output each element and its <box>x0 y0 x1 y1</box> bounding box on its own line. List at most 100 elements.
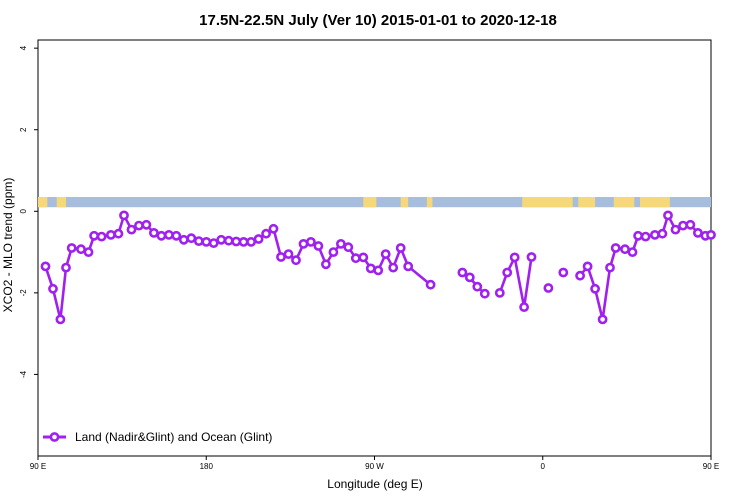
x-axis-label: Longitude (deg E) <box>327 477 422 491</box>
data-point <box>575 270 585 281</box>
x-tick-label: 180 <box>200 462 214 471</box>
data-point <box>89 230 99 241</box>
data-point <box>590 283 600 294</box>
data-point <box>640 231 651 242</box>
series-line <box>498 256 533 309</box>
legend-marker-swatch <box>49 432 60 442</box>
data-point <box>657 228 668 239</box>
data-point <box>472 281 483 292</box>
data-point <box>650 229 660 240</box>
data-point <box>113 228 124 239</box>
data-point <box>171 230 182 241</box>
data-point <box>509 252 520 263</box>
data-point <box>670 224 681 235</box>
data-point <box>193 236 204 246</box>
data-point <box>558 267 569 278</box>
data-point <box>106 229 116 240</box>
data-point <box>543 283 554 293</box>
x-tick-label: 90 E <box>30 462 46 471</box>
data-point <box>246 236 256 247</box>
land-segment <box>639 197 670 208</box>
data-point <box>61 262 71 273</box>
data-point <box>343 242 354 253</box>
x-tick-label: 0 <box>541 462 546 471</box>
data-point <box>48 283 58 294</box>
data-point <box>156 230 167 241</box>
data-point <box>223 235 234 246</box>
data-point <box>66 243 77 253</box>
data-point <box>208 238 219 248</box>
land-segment <box>613 197 635 208</box>
data-point <box>201 236 212 247</box>
data-point <box>313 241 324 251</box>
data-point <box>186 233 197 244</box>
data-point <box>96 231 107 242</box>
data-point <box>216 234 227 245</box>
data-point <box>519 302 529 312</box>
land-segment <box>56 197 67 208</box>
data-point <box>238 236 249 247</box>
data-point <box>610 243 621 253</box>
legend-label: Land (Nadir&Glint) and Ocean (Glint) <box>75 430 272 444</box>
data-point <box>335 238 346 249</box>
data-point <box>706 229 716 240</box>
chart-title: 17.5N-22.5N July (Ver 10) 2015-01-01 to … <box>199 12 557 29</box>
data-point <box>320 259 331 270</box>
data-point <box>685 219 696 230</box>
series-layer <box>40 210 716 325</box>
series-line <box>579 214 712 321</box>
land-segment <box>38 197 48 208</box>
y-tick-label: -2 <box>19 289 28 297</box>
data-point <box>40 261 51 272</box>
data-point <box>388 262 399 273</box>
data-point <box>133 220 144 231</box>
data-point <box>261 228 271 239</box>
land-segment <box>400 197 409 208</box>
y-tick-label: 0 <box>19 209 28 214</box>
data-point <box>291 255 301 266</box>
data-point <box>268 223 279 234</box>
data-point <box>494 287 505 298</box>
x-axis: 90 E 180 90 W 0 90 E <box>30 456 719 471</box>
data-point <box>502 267 513 278</box>
data-point <box>253 234 264 244</box>
data-point <box>76 244 86 255</box>
data-point <box>526 252 537 262</box>
legend: Land (Nadir&Glint) and Ocean (Glint) <box>43 430 272 444</box>
land-segment <box>578 197 596 208</box>
data-point <box>620 244 630 255</box>
data-point <box>457 267 468 278</box>
data-point <box>605 262 615 273</box>
data-point <box>178 234 189 245</box>
y-axis: 4 2 0 -2 -4 <box>19 45 38 378</box>
data-point <box>283 249 294 259</box>
data-point <box>582 261 593 272</box>
data-point <box>126 224 137 235</box>
x-tick-label: 90 W <box>365 462 384 471</box>
data-point <box>693 227 703 238</box>
data-point <box>55 314 66 325</box>
data-point <box>403 261 414 272</box>
data-point <box>83 247 94 257</box>
data-point <box>163 229 174 240</box>
data-point <box>663 210 673 221</box>
data-point <box>328 247 339 257</box>
data-point <box>395 243 406 253</box>
y-tick-label: -4 <box>19 370 28 378</box>
data-point <box>365 263 376 274</box>
y-axis-label: XCO2 - MLO trend (ppm) <box>1 178 15 313</box>
land-segment <box>426 197 433 208</box>
data-point <box>119 210 129 221</box>
data-point <box>298 238 309 249</box>
data-point <box>148 227 159 238</box>
data-point <box>276 252 286 262</box>
land-segment <box>522 197 573 208</box>
data-point <box>350 253 361 264</box>
land-ocean-strip <box>38 197 711 208</box>
data-point <box>479 288 490 299</box>
data-point <box>373 265 384 276</box>
data-point <box>464 272 475 283</box>
x-tick-label: 90 E <box>703 462 719 471</box>
y-tick-label: 2 <box>19 127 28 132</box>
